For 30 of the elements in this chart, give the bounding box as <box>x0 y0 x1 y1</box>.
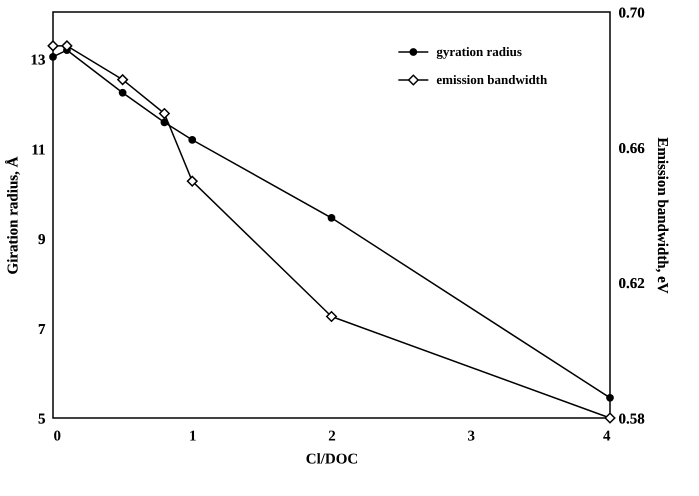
y2-tick-label: 0.58 <box>618 412 645 428</box>
x-axis-title: Cl/DOC <box>306 452 358 468</box>
y2-tick-label: 0.66 <box>618 140 646 157</box>
point <box>188 136 196 144</box>
x-tick-label: 0 <box>54 428 61 444</box>
point <box>158 108 170 119</box>
point <box>118 88 126 97</box>
y-tick-label: 9 <box>38 232 46 248</box>
point <box>604 412 616 424</box>
y-tick-label: 11 <box>31 142 46 158</box>
point <box>606 394 614 402</box>
legend-label: emission bandwidth <box>436 72 548 87</box>
y2-tick-label: 0.70 <box>618 6 645 22</box>
point <box>326 311 337 322</box>
point <box>328 214 336 222</box>
x-tick-label: 1 <box>189 428 196 444</box>
y2-axis-title: Emission bandwidth, eV <box>654 137 670 294</box>
point <box>48 40 58 52</box>
legend-label: gyration radius <box>436 44 522 59</box>
y-axis-title: Giration radius, Å <box>4 156 22 274</box>
x-tick-label: 4 <box>603 428 611 444</box>
y-tick-label: 5 <box>38 412 46 428</box>
x-tick-label: 2 <box>328 428 336 444</box>
y-tick-label: 13 <box>30 52 46 69</box>
y-tick-label: 7 <box>38 322 46 338</box>
y2-tick-label: 0.62 <box>618 276 645 292</box>
point <box>117 74 128 86</box>
point <box>186 176 198 187</box>
x-tick-label: 3 <box>468 428 475 444</box>
point <box>49 52 57 61</box>
